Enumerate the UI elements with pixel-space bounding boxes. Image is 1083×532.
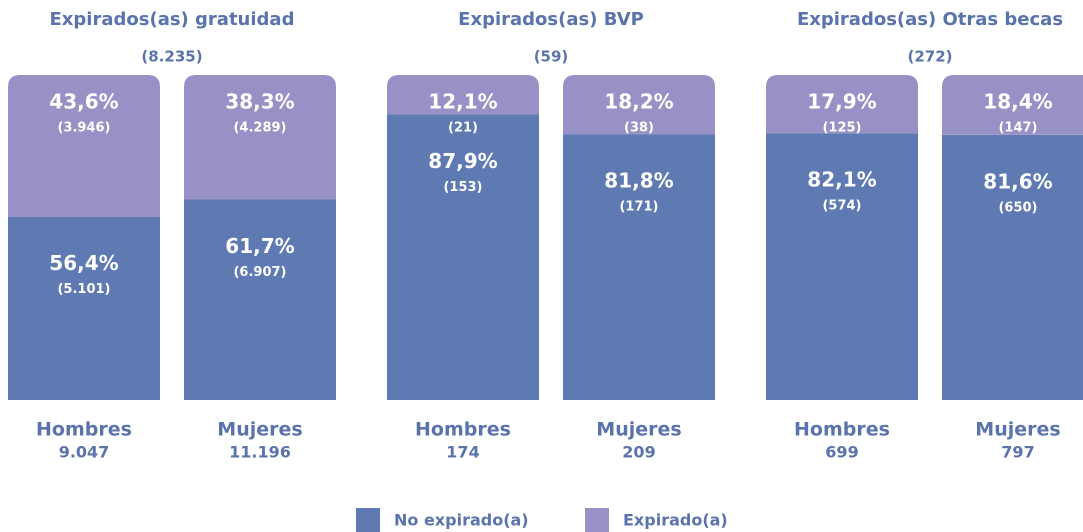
count-label: (147) (998, 121, 1037, 136)
category-label: Hombres (36, 419, 132, 441)
bar-segment (8, 216, 160, 400)
bar-segment (387, 114, 539, 400)
category-total: 9.047 (59, 443, 110, 462)
value-label: 18,4% (983, 90, 1052, 114)
legend-swatch (585, 508, 609, 532)
count-label: (153) (443, 180, 482, 195)
panel-title: Expirados(as) gratuidad (50, 9, 295, 30)
bar-segment (8, 75, 160, 217)
value-label: 12,1% (428, 90, 497, 114)
legend-swatch (356, 508, 380, 532)
category-label: Hombres (415, 419, 511, 441)
panel-subtitle: (59) (534, 48, 569, 66)
bar-segment (184, 75, 336, 200)
bar-segment (766, 75, 918, 134)
category-label: Hombres (794, 419, 890, 441)
value-label: 81,6% (983, 169, 1052, 193)
bar-segment (942, 134, 1083, 401)
count-label: (650) (998, 200, 1037, 215)
category-label: Mujeres (975, 419, 1060, 441)
category-total: 797 (1001, 443, 1034, 462)
count-label: (171) (619, 200, 658, 215)
count-label: (38) (624, 121, 654, 136)
value-label: 17,9% (807, 90, 876, 114)
category-total: 699 (825, 443, 858, 462)
value-label: 87,9% (428, 149, 497, 173)
category-total: 174 (446, 443, 479, 462)
count-label: (574) (822, 199, 861, 214)
legend-label: Expirado(a) (623, 511, 728, 530)
category-label: Mujeres (596, 419, 681, 441)
bar-segment (563, 75, 715, 135)
count-label: (5.101) (57, 282, 110, 297)
legend-label: No expirado(a) (394, 511, 529, 530)
panel-title: Expirados(as) BVP (458, 9, 644, 30)
count-label: (125) (822, 121, 861, 136)
value-label: 56,4% (49, 251, 118, 275)
bar-segment (942, 75, 1083, 135)
value-label: 61,7% (225, 234, 294, 258)
value-label: 38,3% (225, 90, 294, 114)
panel-subtitle: (8.235) (141, 48, 202, 66)
count-label: (6.907) (233, 265, 286, 280)
count-label: (4.289) (233, 121, 286, 136)
panel-subtitle: (272) (907, 48, 952, 66)
bar-segment (766, 133, 918, 401)
value-label: 18,2% (604, 90, 673, 114)
category-total: 11.196 (229, 443, 291, 462)
category-label: Mujeres (217, 419, 302, 441)
value-label: 43,6% (49, 90, 118, 114)
count-label: (21) (448, 121, 478, 136)
panel-title: Expirados(as) Otras becas (797, 9, 1063, 30)
bar-segment (184, 199, 336, 400)
value-label: 81,8% (604, 169, 673, 193)
bar-segment (563, 134, 715, 400)
value-label: 82,1% (807, 168, 876, 192)
bar-segment (387, 75, 539, 115)
count-label: (3.946) (57, 121, 110, 136)
category-total: 209 (622, 443, 655, 462)
